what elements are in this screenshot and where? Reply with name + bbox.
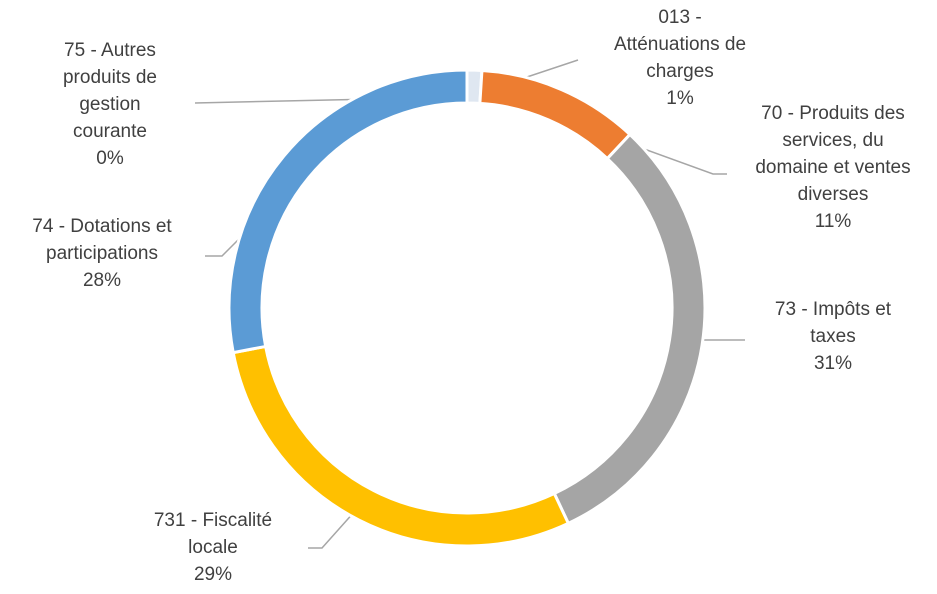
slice	[552, 132, 707, 526]
value-label: 1%	[666, 88, 694, 109]
category-label: 75 - Autres produits de gestion courante	[62, 40, 157, 142]
value-label: 0%	[96, 148, 124, 169]
data-label: 74 - Dotations et participations 28%	[16, 213, 188, 294]
category-label: 731 - Fiscalité locale	[153, 510, 273, 558]
category-label: 013 - Atténuations de charges	[613, 7, 747, 82]
data-label: 75 - Autres produits de gestion courante…	[53, 37, 168, 172]
slices	[227, 68, 707, 548]
value-label: 31%	[813, 353, 853, 374]
category-label: 73 - Impôts et taxes	[774, 299, 892, 347]
data-label: 013 - Atténuations de charges 1%	[605, 4, 755, 112]
category-label: 74 - Dotations et participations	[32, 216, 172, 264]
value-label: 29%	[193, 564, 233, 585]
category-label: 70 - Produits des services, du domaine e…	[755, 103, 911, 205]
value-label: 11%	[814, 211, 852, 232]
value-label: 28%	[82, 270, 122, 291]
data-label: 70 - Produits des services, du domaine e…	[754, 100, 912, 235]
leader-lines	[194, 59, 745, 549]
data-label: 731 - Fiscalité locale 29%	[141, 507, 286, 588]
data-label: 73 - Impôts et taxes 31%	[763, 296, 903, 377]
slice	[227, 68, 469, 355]
